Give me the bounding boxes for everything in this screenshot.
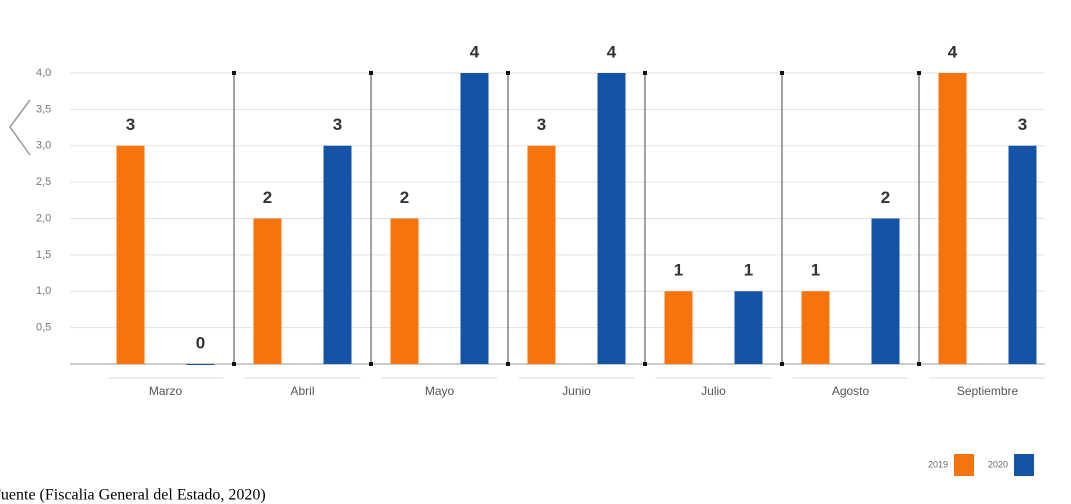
data-label: 4 [607,42,617,61]
separator-cap [917,362,921,366]
y-tick-label: 2,5 [36,176,51,188]
legend-swatch [1014,454,1034,476]
separator-cap [232,362,236,366]
bar [597,73,626,364]
bar [938,73,967,364]
separator-cap [917,71,921,75]
data-label: 2 [881,188,890,207]
x-tick-label: Mayo [425,384,455,398]
data-label: 3 [126,115,135,134]
separator-cap [643,71,647,75]
x-tick-label: Agosto [832,384,870,398]
legend-label: 2019 [928,459,948,469]
bar [664,291,693,364]
data-label: 2 [263,188,272,207]
separator-cap [369,362,373,366]
data-label: 4 [470,42,480,61]
bar [323,145,352,364]
x-tick-label: Marzo [149,384,183,398]
bar [390,218,419,364]
x-tick-label: Julio [701,384,726,398]
y-tick-label: 3,0 [36,140,51,152]
data-label: 1 [674,261,683,280]
nav-chevron [9,99,31,156]
data-label: 3 [537,115,546,134]
y-tick-label: 1,0 [36,285,51,297]
data-label: 1 [811,261,820,280]
separator-cap [506,71,510,75]
data-label: 3 [333,115,342,134]
bar [527,145,556,364]
y-tick-label: 1,5 [36,249,51,261]
bar [871,218,900,364]
bar [1008,145,1037,364]
separator-cap [780,362,784,366]
data-label: 3 [1018,115,1027,134]
separator-cap [369,71,373,75]
bar [734,291,763,364]
separator-cap [643,362,647,366]
data-label: 1 [744,261,753,280]
bar [460,73,489,364]
separator-cap [506,362,510,366]
separator-cap [780,71,784,75]
y-tick-label: 4,0 [36,67,51,79]
bar [116,145,145,364]
separator-cap [232,71,236,75]
data-label: 2 [400,188,409,207]
bar [186,364,215,365]
y-tick-label: 3,5 [36,103,51,115]
bar [801,291,830,364]
y-tick-label: 2,0 [36,212,51,224]
data-label: 4 [948,42,958,61]
data-label: 0 [196,333,205,352]
x-tick-label: Septiembre [957,384,1019,398]
x-tick-label: Junio [562,384,591,398]
legend-label: 2020 [988,459,1008,469]
legend-swatch [954,454,974,476]
y-tick-label: 0,5 [36,322,51,334]
bar [253,218,282,364]
source-note: Fuente (Fiscalia General del Estado, 202… [0,487,266,504]
x-tick-label: Abril [290,384,314,398]
